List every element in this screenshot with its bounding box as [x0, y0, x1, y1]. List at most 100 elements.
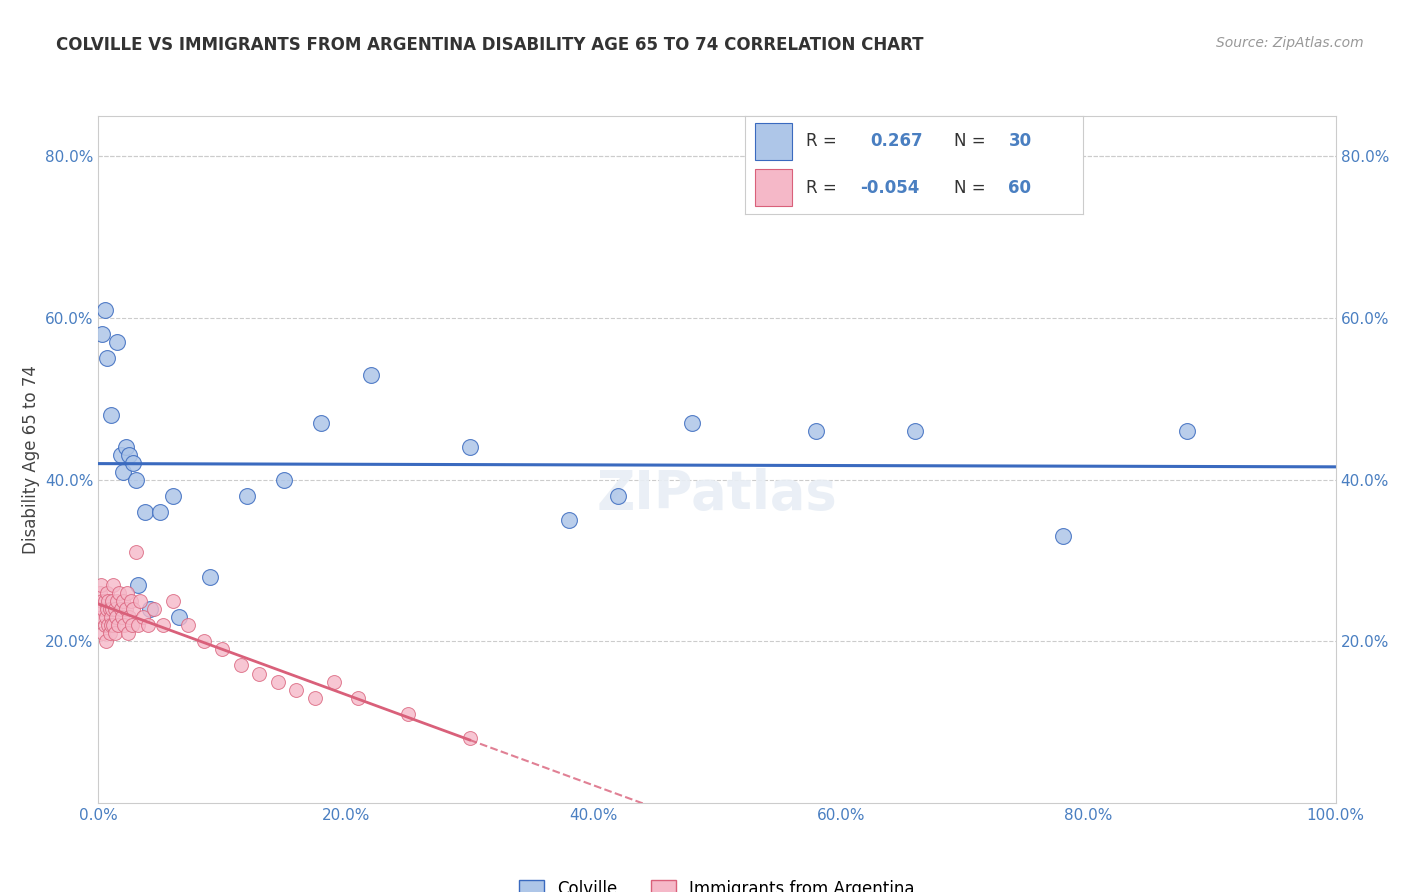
Point: [91, 327, 114, 342]
Point: [103, 618, 125, 632]
Point: [607, 489, 630, 503]
Point: [273, 473, 295, 487]
Point: [193, 634, 215, 648]
Point: [112, 465, 135, 479]
Point: [122, 602, 145, 616]
Point: [1052, 529, 1074, 543]
Text: R =: R =: [806, 133, 837, 151]
Legend: Colville, Immigrants from Argentina: Colville, Immigrants from Argentina: [513, 873, 921, 892]
Point: [93, 626, 115, 640]
Point: [105, 594, 128, 608]
Point: [108, 585, 131, 599]
Point: [103, 626, 125, 640]
Point: [236, 489, 259, 503]
Text: -0.054: -0.054: [860, 178, 920, 196]
Point: [118, 610, 141, 624]
Point: [136, 618, 159, 632]
Point: [347, 690, 370, 705]
Point: [107, 618, 129, 632]
Point: [118, 448, 141, 462]
Text: N =: N =: [955, 178, 986, 196]
Point: [115, 585, 138, 599]
Point: [91, 610, 114, 624]
Point: [94, 634, 117, 648]
Text: Source: ZipAtlas.com: Source: ZipAtlas.com: [1216, 36, 1364, 50]
Point: [114, 602, 136, 616]
Point: [229, 658, 252, 673]
Point: [91, 594, 114, 608]
Text: 0.267: 0.267: [870, 133, 922, 151]
Point: [458, 440, 481, 454]
Point: [98, 602, 121, 616]
Point: [129, 594, 152, 608]
Text: 30: 30: [1008, 133, 1032, 151]
Point: [458, 731, 481, 746]
Point: [93, 618, 115, 632]
Point: [90, 577, 112, 591]
Point: [211, 642, 233, 657]
Point: [112, 594, 135, 608]
Point: [176, 618, 198, 632]
FancyBboxPatch shape: [755, 123, 793, 161]
FancyBboxPatch shape: [755, 169, 793, 206]
Point: [121, 618, 143, 632]
Point: [112, 618, 135, 632]
Point: [120, 594, 142, 608]
Point: [149, 505, 172, 519]
Point: [101, 594, 124, 608]
Text: R =: R =: [806, 178, 837, 196]
Point: [162, 594, 184, 608]
Point: [101, 602, 124, 616]
Point: [122, 457, 145, 471]
Point: [304, 690, 326, 705]
Point: [111, 610, 134, 624]
Point: [89, 585, 111, 599]
Point: [396, 706, 419, 721]
Point: [100, 610, 122, 624]
Point: [124, 545, 146, 559]
Point: [267, 674, 290, 689]
Point: [198, 569, 221, 583]
Point: [681, 416, 703, 430]
Point: [96, 602, 118, 616]
Point: [103, 602, 125, 616]
Point: [97, 618, 120, 632]
Point: [105, 335, 128, 350]
Point: [904, 424, 927, 438]
Point: [114, 440, 136, 454]
Point: [1175, 424, 1198, 438]
Point: [804, 424, 827, 438]
Point: [132, 610, 155, 624]
Point: [143, 602, 166, 616]
Point: [322, 674, 344, 689]
Point: [134, 505, 156, 519]
Point: [93, 594, 115, 608]
Point: [557, 513, 579, 527]
Point: [100, 408, 122, 422]
Point: [162, 489, 184, 503]
Point: [285, 682, 308, 697]
Y-axis label: Disability Age 65 to 74: Disability Age 65 to 74: [21, 365, 39, 554]
Point: [247, 666, 270, 681]
Point: [110, 602, 132, 616]
Point: [100, 618, 122, 632]
Point: [93, 602, 115, 616]
Point: [94, 610, 117, 624]
Text: COLVILLE VS IMMIGRANTS FROM ARGENTINA DISABILITY AGE 65 TO 74 CORRELATION CHART: COLVILLE VS IMMIGRANTS FROM ARGENTINA DI…: [56, 36, 924, 54]
Point: [103, 577, 125, 591]
Point: [98, 626, 121, 640]
Point: [104, 610, 127, 624]
Point: [96, 351, 118, 366]
Point: [139, 602, 162, 616]
Point: [309, 416, 332, 430]
Point: [97, 594, 120, 608]
Point: [117, 626, 139, 640]
Text: 60: 60: [1008, 178, 1032, 196]
Point: [96, 585, 118, 599]
Text: N =: N =: [955, 133, 986, 151]
Point: [152, 618, 174, 632]
Text: ZIPatlas: ZIPatlas: [596, 467, 838, 520]
Point: [93, 302, 115, 317]
Point: [360, 368, 382, 382]
Point: [127, 577, 149, 591]
